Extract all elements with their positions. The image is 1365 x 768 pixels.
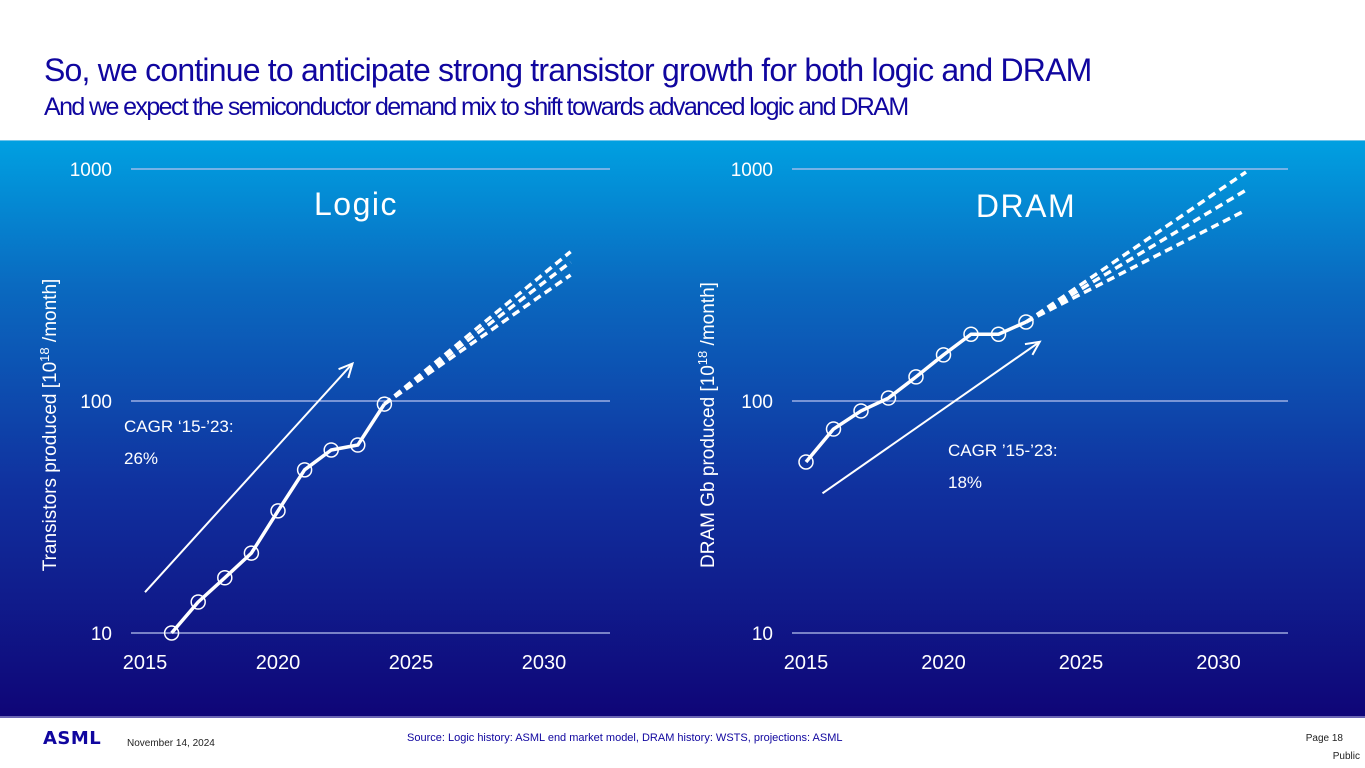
- logic-xtick-label: 2020: [256, 652, 301, 674]
- classification-label: Public: [1332, 751, 1360, 762]
- dram-data-point: [990, 326, 1007, 342]
- dram-y-axis-label: DRAM Gb produced [1018 /month]: [695, 282, 719, 568]
- slide-subtitle: And we expect the semiconductor demand m…: [44, 93, 909, 121]
- logic-data-point: [243, 545, 260, 561]
- dram-data-point: [880, 390, 897, 406]
- chart-panel: [0, 141, 1365, 717]
- dram-xtick-label: 2015: [784, 652, 829, 674]
- logic-xtick-label: 2025: [389, 652, 434, 674]
- dram-data-point: [908, 369, 924, 385]
- dram-cagr-label: CAGR ’15-’23:: [948, 441, 1058, 460]
- dram-trend-arrow-head: [1024, 340, 1042, 356]
- logic-projection-line: [383, 260, 572, 406]
- logic-data-point: [323, 442, 339, 458]
- logic-xtick-label: 2015: [123, 652, 168, 674]
- logic-data-point: [350, 437, 366, 453]
- dram-chart-title: DRAM: [976, 188, 1076, 224]
- slide-title: So, we continue to anticipate strong tra…: [44, 52, 1092, 88]
- logic-chart-title: Logic: [314, 186, 398, 222]
- dram-data-point: [1018, 314, 1034, 330]
- dram-xtick-label: 2030: [1196, 652, 1241, 674]
- dram-data-point: [963, 326, 979, 342]
- dram-data-point: [825, 421, 842, 437]
- logic-ytick-label: 100: [80, 392, 112, 413]
- dram-data-point: [935, 347, 952, 363]
- logic-data-point: [296, 462, 313, 478]
- logic-projection-line: [383, 273, 572, 406]
- logic-data-point: [376, 396, 393, 412]
- logic-data-point: [270, 503, 286, 519]
- footer-source: Source: Logic history: ASML end market m…: [407, 732, 843, 744]
- dram-cagr-value: 18%: [948, 473, 982, 492]
- logic-trend-arrow: [144, 362, 354, 593]
- dram-projection-line: [1025, 170, 1247, 324]
- asml-logo: ASML: [43, 728, 102, 749]
- logic-cagr-label: CAGR ‘15-’23:: [124, 417, 234, 436]
- logic-y-axis-label: Transistors produced [1018 /month]: [37, 279, 61, 572]
- logic-ytick-label: 1000: [70, 160, 112, 181]
- page-number: Page 18: [1305, 733, 1343, 744]
- logic-ytick-label: 10: [91, 624, 112, 645]
- dram-data-point: [798, 454, 814, 470]
- dram-history-line: [804, 320, 1027, 464]
- logic-cagr-value: 26%: [124, 449, 158, 468]
- logic-data-point: [190, 594, 206, 610]
- footer-date: November 14, 2024: [127, 738, 215, 749]
- dram-projection-line: [1025, 188, 1247, 324]
- dram-ytick-label: 100: [741, 392, 773, 413]
- dram-data-point: [853, 403, 869, 419]
- logic-projection-line: [383, 250, 572, 406]
- logic-history-line: [170, 403, 386, 635]
- logic-trend-arrow-head: [338, 361, 355, 379]
- dram-ytick-label: 1000: [731, 160, 773, 181]
- dram-trend-arrow: [821, 340, 1041, 495]
- panel-top-edge: [0, 140, 1365, 141]
- logic-data-point: [217, 570, 233, 586]
- logic-xtick-label: 2030: [522, 652, 567, 674]
- logic-data-point: [163, 625, 180, 641]
- dram-xtick-label: 2025: [1059, 652, 1104, 674]
- dram-projection-line: [1025, 208, 1247, 324]
- dram-ytick-label: 10: [752, 624, 773, 645]
- panel-bottom-edge: [0, 716, 1365, 718]
- dram-xtick-label: 2020: [921, 652, 966, 674]
